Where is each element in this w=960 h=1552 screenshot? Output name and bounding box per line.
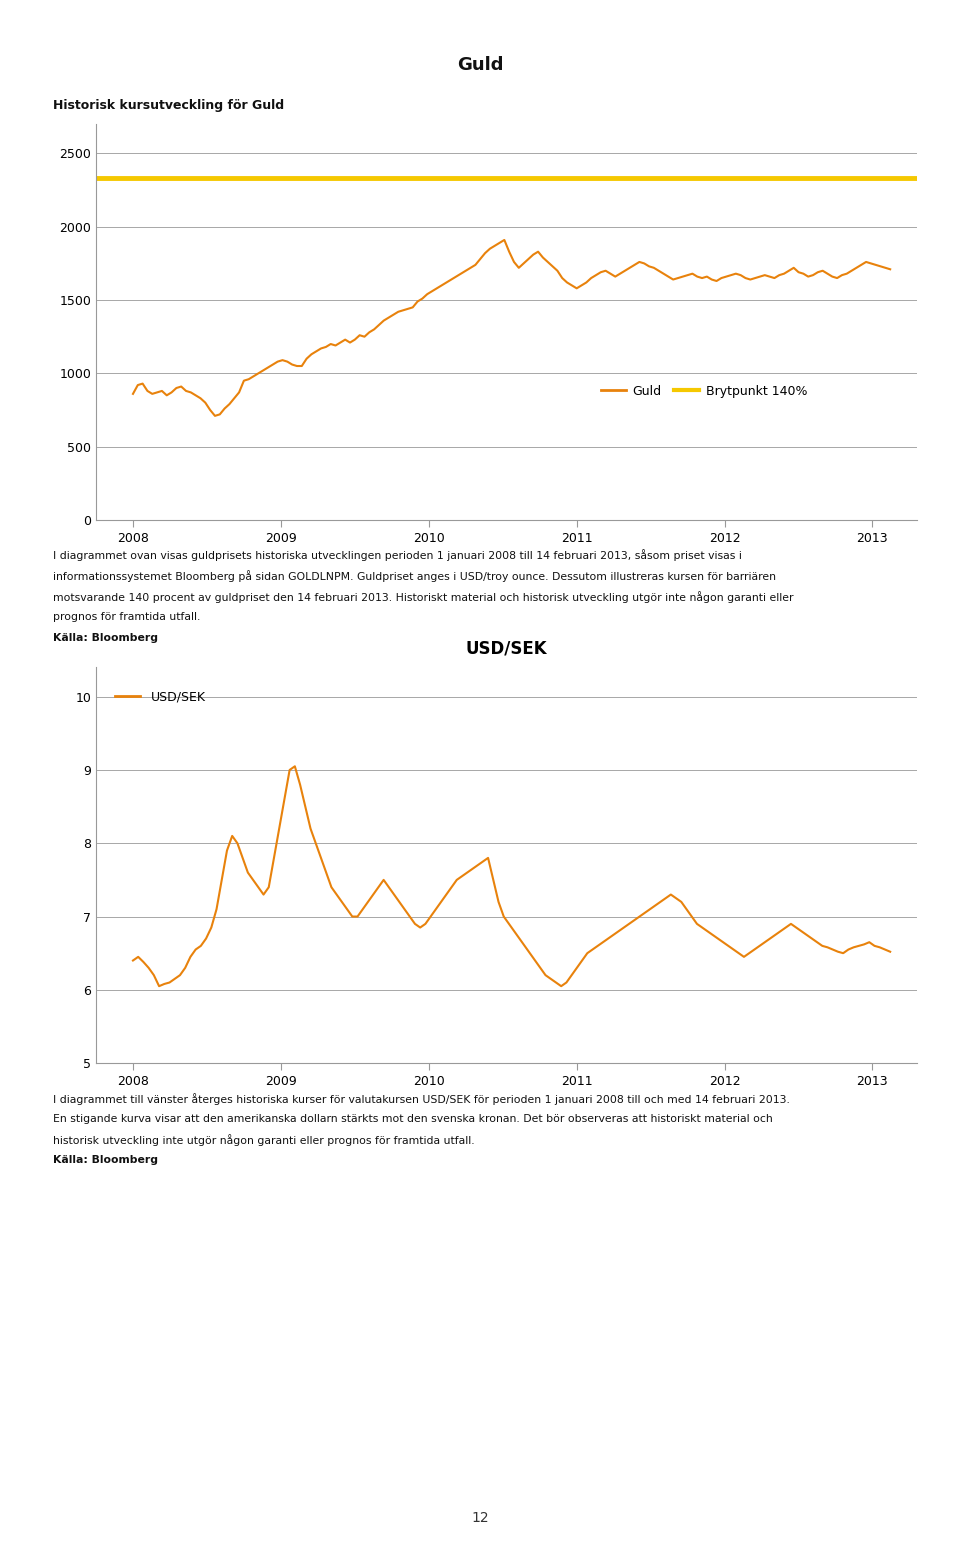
Text: informationssystemet Bloomberg på sidan GOLDLNPM. Guldpriset anges i USD/troy ou: informationssystemet Bloomberg på sidan … xyxy=(53,570,776,582)
Text: motsvarande 140 procent av guldpriset den 14 februari 2013. Historiskt material : motsvarande 140 procent av guldpriset de… xyxy=(53,591,793,604)
Text: Historisk kursutveckling för Guld: Historisk kursutveckling för Guld xyxy=(53,99,284,112)
Text: Guld: Guld xyxy=(457,56,503,74)
Text: Källa: Bloomberg: Källa: Bloomberg xyxy=(53,1155,157,1166)
Text: I diagrammet ovan visas guldprisets historiska utvecklingen perioden 1 januari 2: I diagrammet ovan visas guldprisets hist… xyxy=(53,549,742,562)
Text: prognos för framtida utfall.: prognos för framtida utfall. xyxy=(53,611,201,622)
Legend: USD/SEK: USD/SEK xyxy=(110,686,210,708)
Text: 12: 12 xyxy=(471,1510,489,1526)
Title: USD/SEK: USD/SEK xyxy=(466,639,547,658)
Text: I diagrammet till vänster återges historiska kurser för valutakursen USD/SEK för: I diagrammet till vänster återges histor… xyxy=(53,1093,790,1105)
Legend: Guld, Brytpunkt 140%: Guld, Brytpunkt 140% xyxy=(596,380,812,404)
Text: En stigande kurva visar att den amerikanska dollarn stärkts mot den svenska kron: En stigande kurva visar att den amerikan… xyxy=(53,1114,773,1124)
Text: historisk utveckling inte utgör någon garanti eller prognos för framtida utfall.: historisk utveckling inte utgör någon ga… xyxy=(53,1135,474,1147)
Text: Källa: Bloomberg: Källa: Bloomberg xyxy=(53,633,157,643)
